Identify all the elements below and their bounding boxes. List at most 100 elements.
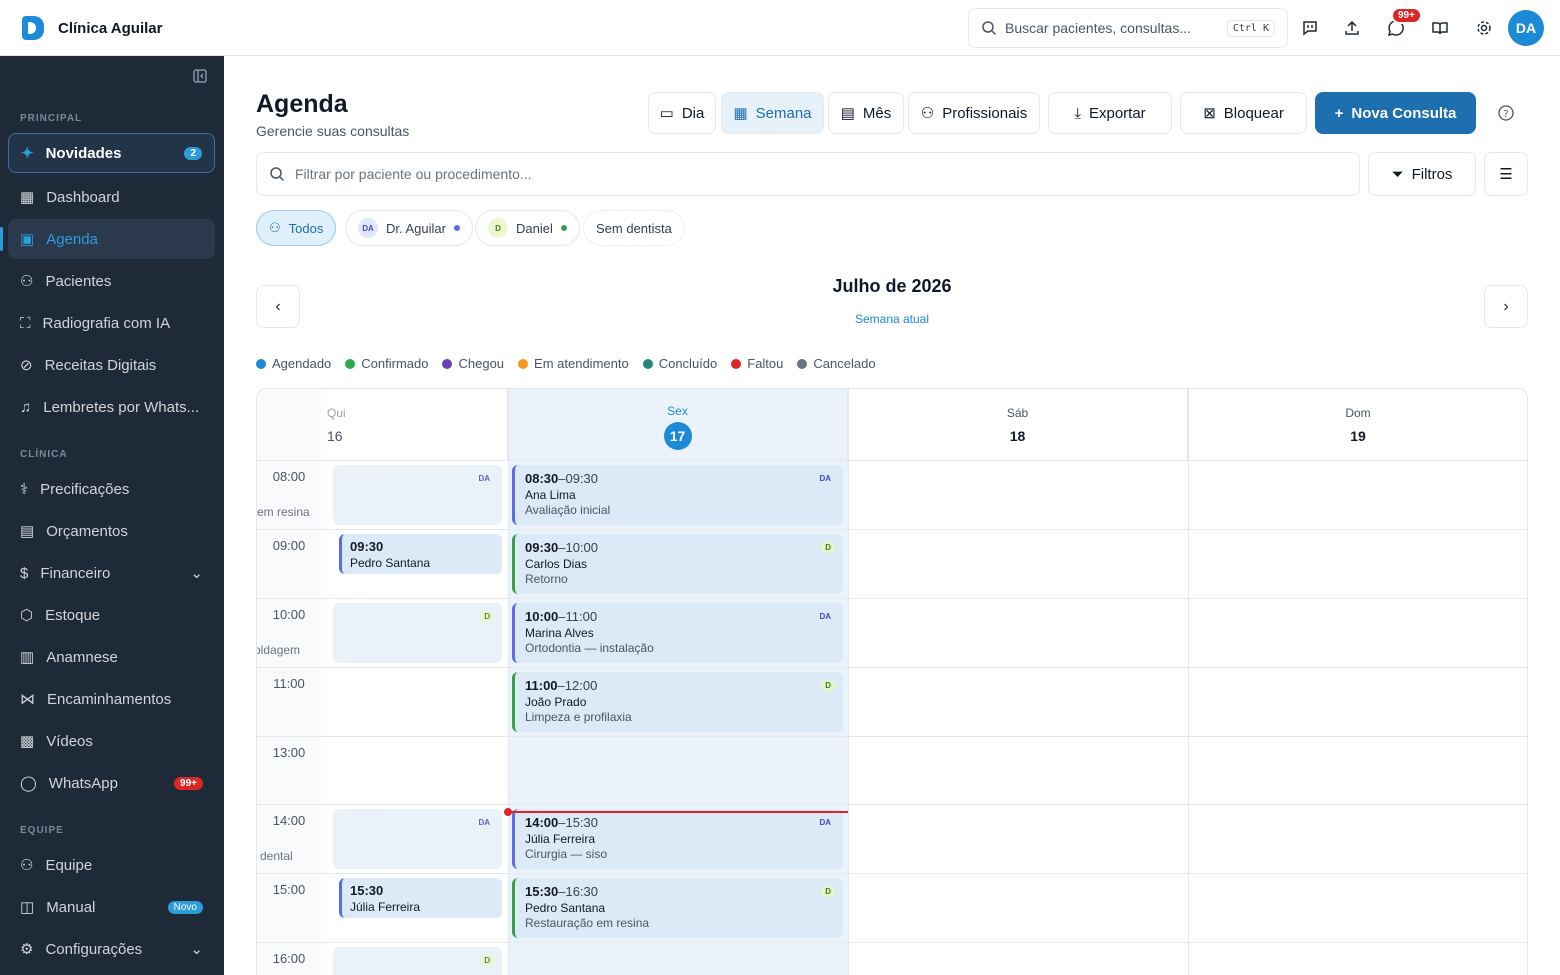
filter-placeholder: Filtrar por paciente ou procedimento...: [295, 166, 532, 182]
sidebar-item-radiografia[interactable]: ⛶ Radiografia com IA: [8, 303, 215, 343]
sidebar-item-pacientes[interactable]: ⚇ Pacientes: [8, 261, 215, 301]
sidebar-item-lembretes[interactable]: ♫ Lembretes por Whats...: [8, 387, 215, 427]
sidebar-item-anamnese[interactable]: ▥ Anamnese: [8, 637, 215, 677]
appointment-card[interactable]: 08:30–09:30 Ana Lima Avaliação inicial D…: [512, 465, 843, 525]
filters-button[interactable]: ⏷ Filtros: [1368, 152, 1476, 196]
sidebar-item-label: Precificações: [40, 480, 130, 498]
sidebar-item-whatsapp[interactable]: ◯ WhatsApp 99+: [8, 763, 215, 803]
current-week-link[interactable]: Semana atual: [854, 312, 930, 326]
view-month-button[interactable]: ▤ Mês: [828, 92, 904, 134]
dentist-tag: DA: [478, 818, 490, 827]
appointment-card[interactable]: 09:30–10:00 Carlos Dias Retorno D: [512, 534, 843, 594]
appointment-patient: Carlos Dias: [525, 557, 588, 571]
list-view-button[interactable]: ☰: [1484, 152, 1528, 196]
current-time-dot: [504, 808, 512, 816]
next-week-button[interactable]: ›: [1484, 285, 1528, 328]
appointment-card-ghost[interactable]: D: [333, 603, 502, 663]
brand[interactable]: Clínica Aguilar: [22, 16, 162, 40]
appointment-time: 15:30–16:30: [525, 884, 599, 899]
chevron-down-icon: ⌄: [190, 565, 203, 582]
legend-label: Cancelado: [813, 356, 876, 371]
block-label: Bloquear: [1223, 104, 1284, 122]
search-icon: [982, 21, 997, 36]
dentist-tag: D: [480, 611, 494, 622]
block-button[interactable]: ⊠ Bloquear: [1180, 92, 1307, 134]
appointment-time: 10:00–11:00: [525, 609, 598, 624]
sidebar-item-label: Orçamentos: [46, 522, 128, 540]
sidebar-item-precificacoes[interactable]: ⚕ Precificações: [8, 469, 215, 509]
dentist-tag: D: [480, 955, 494, 966]
sidebar-item-manual[interactable]: ◫ Manual Novo: [8, 887, 215, 927]
appointment-patient: João Prado: [525, 695, 587, 709]
time-label: 14:00: [272, 813, 306, 828]
sidebar-item-label: Dashboard: [46, 188, 120, 206]
novidades-badge: 2: [184, 146, 202, 160]
prev-week-button[interactable]: ‹: [256, 285, 300, 328]
legend-item: Cancelado: [797, 356, 876, 371]
view-day-button[interactable]: ▭ Dia: [648, 92, 716, 134]
chat-icon[interactable]: [1382, 14, 1410, 42]
appointment-card[interactable]: 14:00–15:30 Júlia Ferreira Cirurgia — si…: [512, 809, 843, 869]
export-button[interactable]: ⤓ Exportar: [1048, 92, 1172, 134]
book-icon[interactable]: [1426, 14, 1454, 42]
search-icon: [270, 167, 285, 182]
day-header-fri[interactable]: Sex 17: [508, 389, 848, 460]
appointment-card[interactable]: 15:30 Júlia Ferreira: [339, 878, 502, 918]
sidebar-item-label: Estoque: [45, 606, 101, 624]
chip-daniel[interactable]: D Daniel: [475, 210, 580, 246]
appointment-patient: Pedro Santana: [350, 556, 431, 570]
sidebar-item-configuracoes[interactable]: ⚙ Configurações ⌄: [8, 929, 215, 969]
global-search[interactable]: Buscar pacientes, consultas... Ctrl K: [968, 8, 1288, 48]
users-icon: ⚇: [920, 105, 935, 122]
day-number: 18: [1009, 428, 1026, 444]
section-clinica: CLÍNICA: [20, 449, 68, 460]
divider: [257, 529, 1527, 530]
view-week-button[interactable]: ▦ Semana: [721, 92, 824, 134]
appointment-card[interactable]: 09:30 Pedro Santana: [339, 534, 502, 574]
appointment-card[interactable]: 11:00–12:00 João Prado Limpeza e profila…: [512, 672, 843, 732]
divider: [257, 460, 1527, 461]
help-icon[interactable]: ?: [1492, 99, 1520, 127]
legend-dot: [731, 358, 742, 369]
calendar-week-icon: ▦: [733, 105, 748, 122]
gear-icon[interactable]: [1470, 14, 1498, 42]
user-avatar[interactable]: DA: [1508, 10, 1544, 46]
appointment-patient: Júlia Ferreira: [525, 832, 596, 846]
legend-item: Agendado: [256, 356, 331, 371]
sidebar-item-equipe[interactable]: ⚇ Equipe: [8, 845, 215, 885]
feedback-icon[interactable]: [1296, 14, 1324, 42]
chip-todos[interactable]: ⚇ Todos: [256, 210, 337, 246]
sidebar-item-videos[interactable]: ▩ Vídeos: [8, 721, 215, 761]
sidebar-item-agenda[interactable]: ▣ Agenda: [0, 219, 215, 259]
calendar-off-icon: ⊠: [1203, 105, 1216, 122]
profissionais-button[interactable]: ⚇ Profissionais: [908, 92, 1040, 134]
sidebar-item-orcamentos[interactable]: ▤ Orçamentos: [8, 511, 215, 551]
appointment-procedure: Cirurgia — siso: [525, 847, 608, 861]
sidebar-item-novidades[interactable]: ✦ Novidades 2: [8, 133, 215, 173]
sidebar-item-estoque[interactable]: ⬡ Estoque: [8, 595, 215, 635]
appointment-card-ghost[interactable]: DA: [333, 465, 502, 525]
sidebar-item-encaminhamentos[interactable]: ⋈ Encaminhamentos: [8, 679, 215, 719]
appointment-card[interactable]: 15:30–16:30 Pedro Santana Restauração em…: [512, 878, 843, 938]
upload-icon[interactable]: [1338, 14, 1366, 42]
day-header-thu[interactable]: Qui 16: [321, 389, 508, 460]
chip-sem-dentista[interactable]: Sem dentista: [583, 210, 685, 246]
appointment-card[interactable]: 10:00–11:00 Marina Alves Ortodontia — in…: [512, 603, 843, 663]
new-appointment-label: Nova Consulta: [1351, 104, 1457, 122]
filter-input[interactable]: Filtrar por paciente ou procedimento...: [256, 152, 1360, 196]
collapse-sidebar-icon[interactable]: [192, 68, 208, 89]
day-header-sat[interactable]: Sáb 18: [848, 389, 1188, 460]
appointment-card-ghost[interactable]: DA: [333, 809, 502, 869]
sidebar-item-dashboard[interactable]: ▦ Dashboard: [8, 177, 215, 217]
appointment-card-ghost[interactable]: D: [333, 947, 502, 975]
time-label: 15:00: [272, 882, 306, 897]
sidebar-item-financeiro[interactable]: $ Financeiro ⌄: [8, 553, 215, 593]
day-header-sun[interactable]: Dom 19: [1188, 389, 1527, 460]
appointment-patient: Pedro Santana: [525, 901, 606, 915]
chip-dr-aguilar[interactable]: DA Dr. Aguilar: [345, 210, 473, 246]
sidebar-item-label: Configurações: [45, 940, 143, 958]
sidebar-item-receitas[interactable]: ⊘ Receitas Digitais: [8, 345, 215, 385]
divider: [257, 804, 1527, 805]
new-appointment-button[interactable]: + Nova Consulta: [1315, 92, 1476, 134]
status-dot: [560, 225, 567, 231]
